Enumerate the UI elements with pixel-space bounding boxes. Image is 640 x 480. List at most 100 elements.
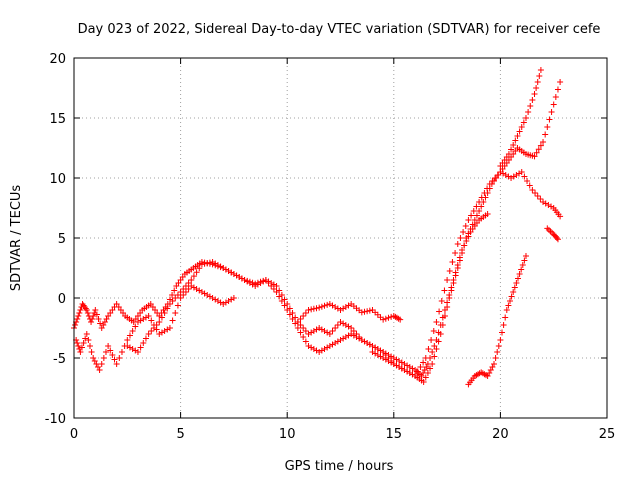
data-point: [469, 221, 476, 228]
data-point: [437, 331, 444, 337]
data-point: [129, 328, 136, 334]
data-point: [310, 305, 317, 312]
data-point: [286, 311, 293, 318]
y-tick-label: 0: [58, 292, 66, 307]
data-point: [382, 315, 389, 322]
data-point: [468, 212, 475, 219]
data-point: [491, 361, 498, 367]
data-point: [92, 307, 99, 313]
data-point: [553, 235, 560, 241]
data-point: [380, 316, 387, 323]
data-point: [196, 265, 203, 272]
data-point: [161, 310, 168, 316]
data-point: [446, 268, 453, 274]
data-point: [300, 313, 307, 319]
data-point: [484, 190, 491, 196]
data-point: [524, 178, 531, 184]
data-point: [182, 283, 189, 289]
data-point: [302, 328, 309, 334]
data-point: [492, 355, 499, 361]
data-point: [508, 146, 515, 153]
data-point: [465, 217, 472, 223]
data-point: [484, 211, 491, 217]
data-point: [329, 328, 336, 334]
x-tick-label: 15: [386, 427, 403, 442]
data-point: [506, 298, 513, 304]
data-point: [201, 260, 208, 267]
data-point: [510, 289, 517, 295]
data-point: [520, 119, 527, 126]
data-point: [436, 308, 443, 315]
data-point: [525, 109, 532, 115]
data-point: [495, 343, 502, 349]
data-point: [193, 269, 200, 276]
data-point: [75, 313, 82, 319]
x-tick-label: 20: [492, 427, 509, 442]
data-point: [516, 128, 523, 135]
data-point: [166, 325, 173, 331]
data-point: [80, 340, 87, 346]
data-point: [529, 97, 536, 103]
data-point: [332, 325, 339, 331]
grid-layer: [74, 58, 607, 418]
y-tick-label: -5: [53, 352, 66, 367]
data-point: [169, 298, 176, 304]
y-tick-label: 15: [49, 112, 66, 127]
data-point: [429, 361, 436, 367]
data-point: [519, 262, 526, 268]
data-point: [100, 355, 107, 361]
series-sat-track-6: [465, 253, 529, 388]
data-point: [90, 313, 97, 319]
data-point: [505, 302, 512, 309]
data-point: [385, 314, 392, 321]
data-point: [180, 292, 187, 298]
data-point: [450, 280, 457, 286]
tick-layer: 0 5 10 15 20 25 -10 -5 0 5 10 15 20: [45, 52, 616, 442]
x-tick-label: 0: [70, 427, 78, 442]
data-point: [444, 277, 451, 283]
data-point: [318, 303, 325, 310]
data-point: [132, 323, 139, 330]
data-point: [297, 329, 304, 336]
data-point: [414, 368, 421, 375]
data-point: [84, 310, 91, 316]
data-point: [494, 349, 501, 355]
data-point: [441, 287, 448, 294]
data-point: [476, 208, 483, 214]
data-point: [557, 213, 564, 220]
data-point: [441, 313, 448, 319]
data-point: [435, 338, 442, 345]
data-point: [522, 115, 529, 121]
data-point: [180, 286, 187, 292]
data-point: [324, 301, 331, 308]
data-point: [185, 280, 192, 286]
data-point: [422, 374, 429, 381]
data-point: [76, 310, 83, 316]
data-point: [321, 302, 328, 309]
data-point: [448, 287, 455, 294]
data-point: [380, 349, 387, 355]
data-point: [297, 322, 304, 328]
data-point: [454, 265, 461, 271]
data-point: [294, 325, 301, 331]
data-point: [480, 199, 487, 205]
data-point: [540, 139, 547, 145]
series-sat-track-8: [544, 225, 561, 243]
data-point: [174, 302, 181, 309]
data-point: [446, 295, 453, 301]
x-tick-label: 10: [279, 427, 296, 442]
data-point: [420, 359, 427, 366]
data-point: [334, 322, 341, 328]
data-point: [302, 310, 309, 316]
x-tick-label: 5: [176, 427, 184, 442]
data-point: [74, 340, 81, 346]
data-point: [95, 316, 102, 322]
data-point: [300, 334, 307, 340]
data-point: [478, 203, 485, 210]
y-tick-label: 20: [49, 52, 66, 67]
data-point: [82, 335, 89, 342]
data-point: [326, 331, 333, 337]
data-point: [305, 307, 312, 313]
